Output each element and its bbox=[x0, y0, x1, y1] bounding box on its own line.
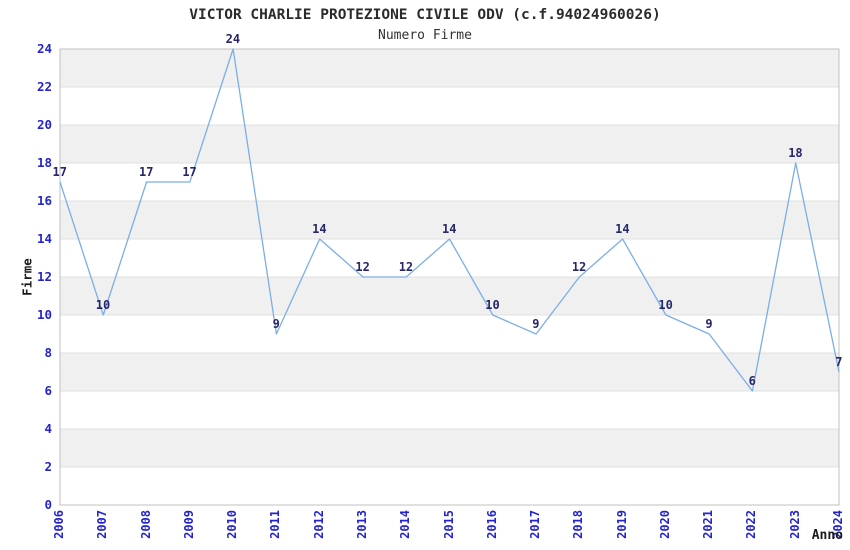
y-tick-label: 24 bbox=[36, 41, 52, 56]
x-tick-label: 2006 bbox=[52, 510, 66, 539]
point-value-label: 6 bbox=[748, 374, 756, 388]
point-value-label: 14 bbox=[312, 222, 327, 236]
grid-band bbox=[60, 429, 839, 467]
point-value-label: 9 bbox=[705, 317, 713, 331]
y-tick-label: 18 bbox=[36, 155, 52, 170]
x-axis-title: Anno bbox=[811, 528, 843, 543]
plot-border bbox=[59, 48, 840, 506]
y-tick-label: 22 bbox=[36, 79, 52, 94]
point-value-label: 9 bbox=[532, 317, 540, 331]
x-tick-label: 2016 bbox=[484, 510, 499, 539]
x-tick-label: 2023 bbox=[787, 510, 802, 539]
point-value-label: 7 bbox=[835, 355, 843, 369]
chart-title: VICTOR CHARLIE PROTEZIONE CIVILE ODV (c.… bbox=[189, 7, 661, 23]
point-value-label: 14 bbox=[615, 222, 630, 236]
x-tick-label: 2014 bbox=[398, 510, 413, 539]
x-tick-label: 2018 bbox=[571, 510, 586, 539]
y-tick-label: 12 bbox=[36, 269, 52, 284]
y-tick-label: 8 bbox=[44, 345, 52, 360]
y-tick-label: 20 bbox=[36, 117, 52, 132]
point-value-label: 24 bbox=[225, 32, 241, 46]
point-value-label: 10 bbox=[658, 298, 673, 312]
x-tick-label: 2013 bbox=[354, 510, 369, 539]
point-value-label: 10 bbox=[485, 298, 500, 312]
y-tick-label: 10 bbox=[36, 307, 52, 322]
x-tick-label: 2011 bbox=[268, 510, 283, 539]
point-value-label: 17 bbox=[52, 165, 67, 179]
y-tick-label: 2 bbox=[44, 459, 52, 474]
grid-band bbox=[60, 125, 839, 163]
x-tick-label: 2022 bbox=[744, 510, 759, 539]
y-tick-label: 6 bbox=[44, 383, 52, 398]
x-tick-label: 2008 bbox=[138, 510, 153, 539]
point-value-label: 9 bbox=[272, 317, 280, 331]
point-value-label: 12 bbox=[355, 260, 370, 274]
point-value-label: 10 bbox=[95, 298, 111, 312]
x-tick-label: 2012 bbox=[311, 510, 326, 539]
grid-band bbox=[60, 201, 839, 239]
x-tick-label: 2021 bbox=[701, 510, 716, 539]
x-tick-label: 2019 bbox=[614, 510, 629, 539]
x-tick-label: 2017 bbox=[528, 510, 543, 539]
point-value-label: 12 bbox=[398, 260, 414, 274]
grid-band bbox=[60, 353, 839, 391]
y-tick-label: 16 bbox=[36, 193, 52, 208]
x-tick-label: 2015 bbox=[441, 510, 456, 539]
x-tick-label: 2009 bbox=[181, 510, 196, 539]
point-value-label: 14 bbox=[441, 222, 457, 236]
grid-band bbox=[60, 277, 839, 315]
point-value-label: 18 bbox=[788, 146, 803, 160]
y-axis-title: Firme bbox=[19, 258, 35, 296]
y-tick-label: 14 bbox=[36, 231, 52, 246]
data-line bbox=[59, 48, 840, 392]
point-value-label: 12 bbox=[571, 260, 587, 274]
chart-subtitle: Numero Firme bbox=[378, 28, 472, 43]
y-tick-label: 4 bbox=[44, 421, 52, 436]
point-value-label: 17 bbox=[139, 165, 154, 179]
x-tick-label: 2007 bbox=[95, 510, 110, 539]
x-tick-label: 2020 bbox=[657, 510, 672, 539]
y-tick-label: 0 bbox=[44, 497, 52, 512]
grid-band bbox=[60, 49, 839, 87]
x-tick-label: 2010 bbox=[225, 510, 240, 539]
point-value-label: 17 bbox=[182, 165, 197, 179]
